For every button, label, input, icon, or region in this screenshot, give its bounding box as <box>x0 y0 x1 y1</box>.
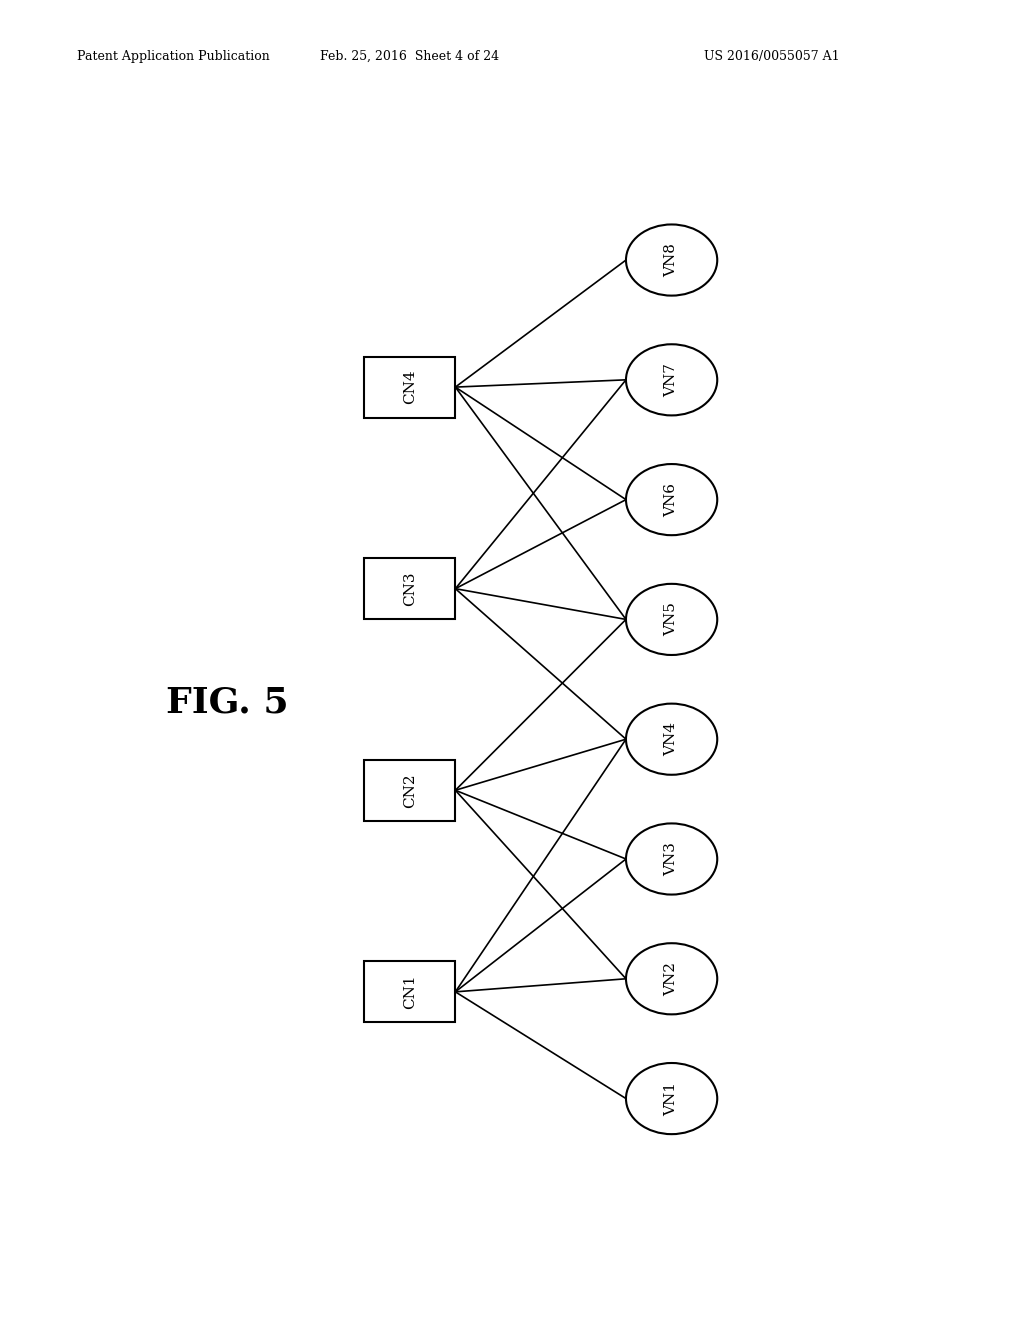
Text: VN1: VN1 <box>665 1081 679 1115</box>
Ellipse shape <box>626 1063 717 1134</box>
Text: Feb. 25, 2016  Sheet 4 of 24: Feb. 25, 2016 Sheet 4 of 24 <box>321 50 499 63</box>
FancyBboxPatch shape <box>365 558 456 619</box>
Ellipse shape <box>626 944 717 1014</box>
Ellipse shape <box>626 583 717 655</box>
Ellipse shape <box>626 224 717 296</box>
Text: VN8: VN8 <box>665 243 679 277</box>
Ellipse shape <box>626 345 717 416</box>
FancyBboxPatch shape <box>365 356 456 417</box>
Text: VN6: VN6 <box>665 483 679 516</box>
Text: Patent Application Publication: Patent Application Publication <box>77 50 269 63</box>
Text: FIG. 5: FIG. 5 <box>166 685 289 719</box>
Text: CN3: CN3 <box>402 572 417 606</box>
Text: US 2016/0055057 A1: US 2016/0055057 A1 <box>705 50 840 63</box>
Text: VN4: VN4 <box>665 722 679 756</box>
Text: CN2: CN2 <box>402 774 417 808</box>
Ellipse shape <box>626 465 717 535</box>
Text: CN4: CN4 <box>402 370 417 404</box>
FancyBboxPatch shape <box>365 760 456 821</box>
Text: VN5: VN5 <box>665 602 679 636</box>
Ellipse shape <box>626 704 717 775</box>
Ellipse shape <box>626 824 717 895</box>
FancyBboxPatch shape <box>365 961 456 1022</box>
Text: CN1: CN1 <box>402 974 417 1010</box>
Text: VN3: VN3 <box>665 842 679 876</box>
Text: VN7: VN7 <box>665 363 679 397</box>
Text: VN2: VN2 <box>665 962 679 995</box>
